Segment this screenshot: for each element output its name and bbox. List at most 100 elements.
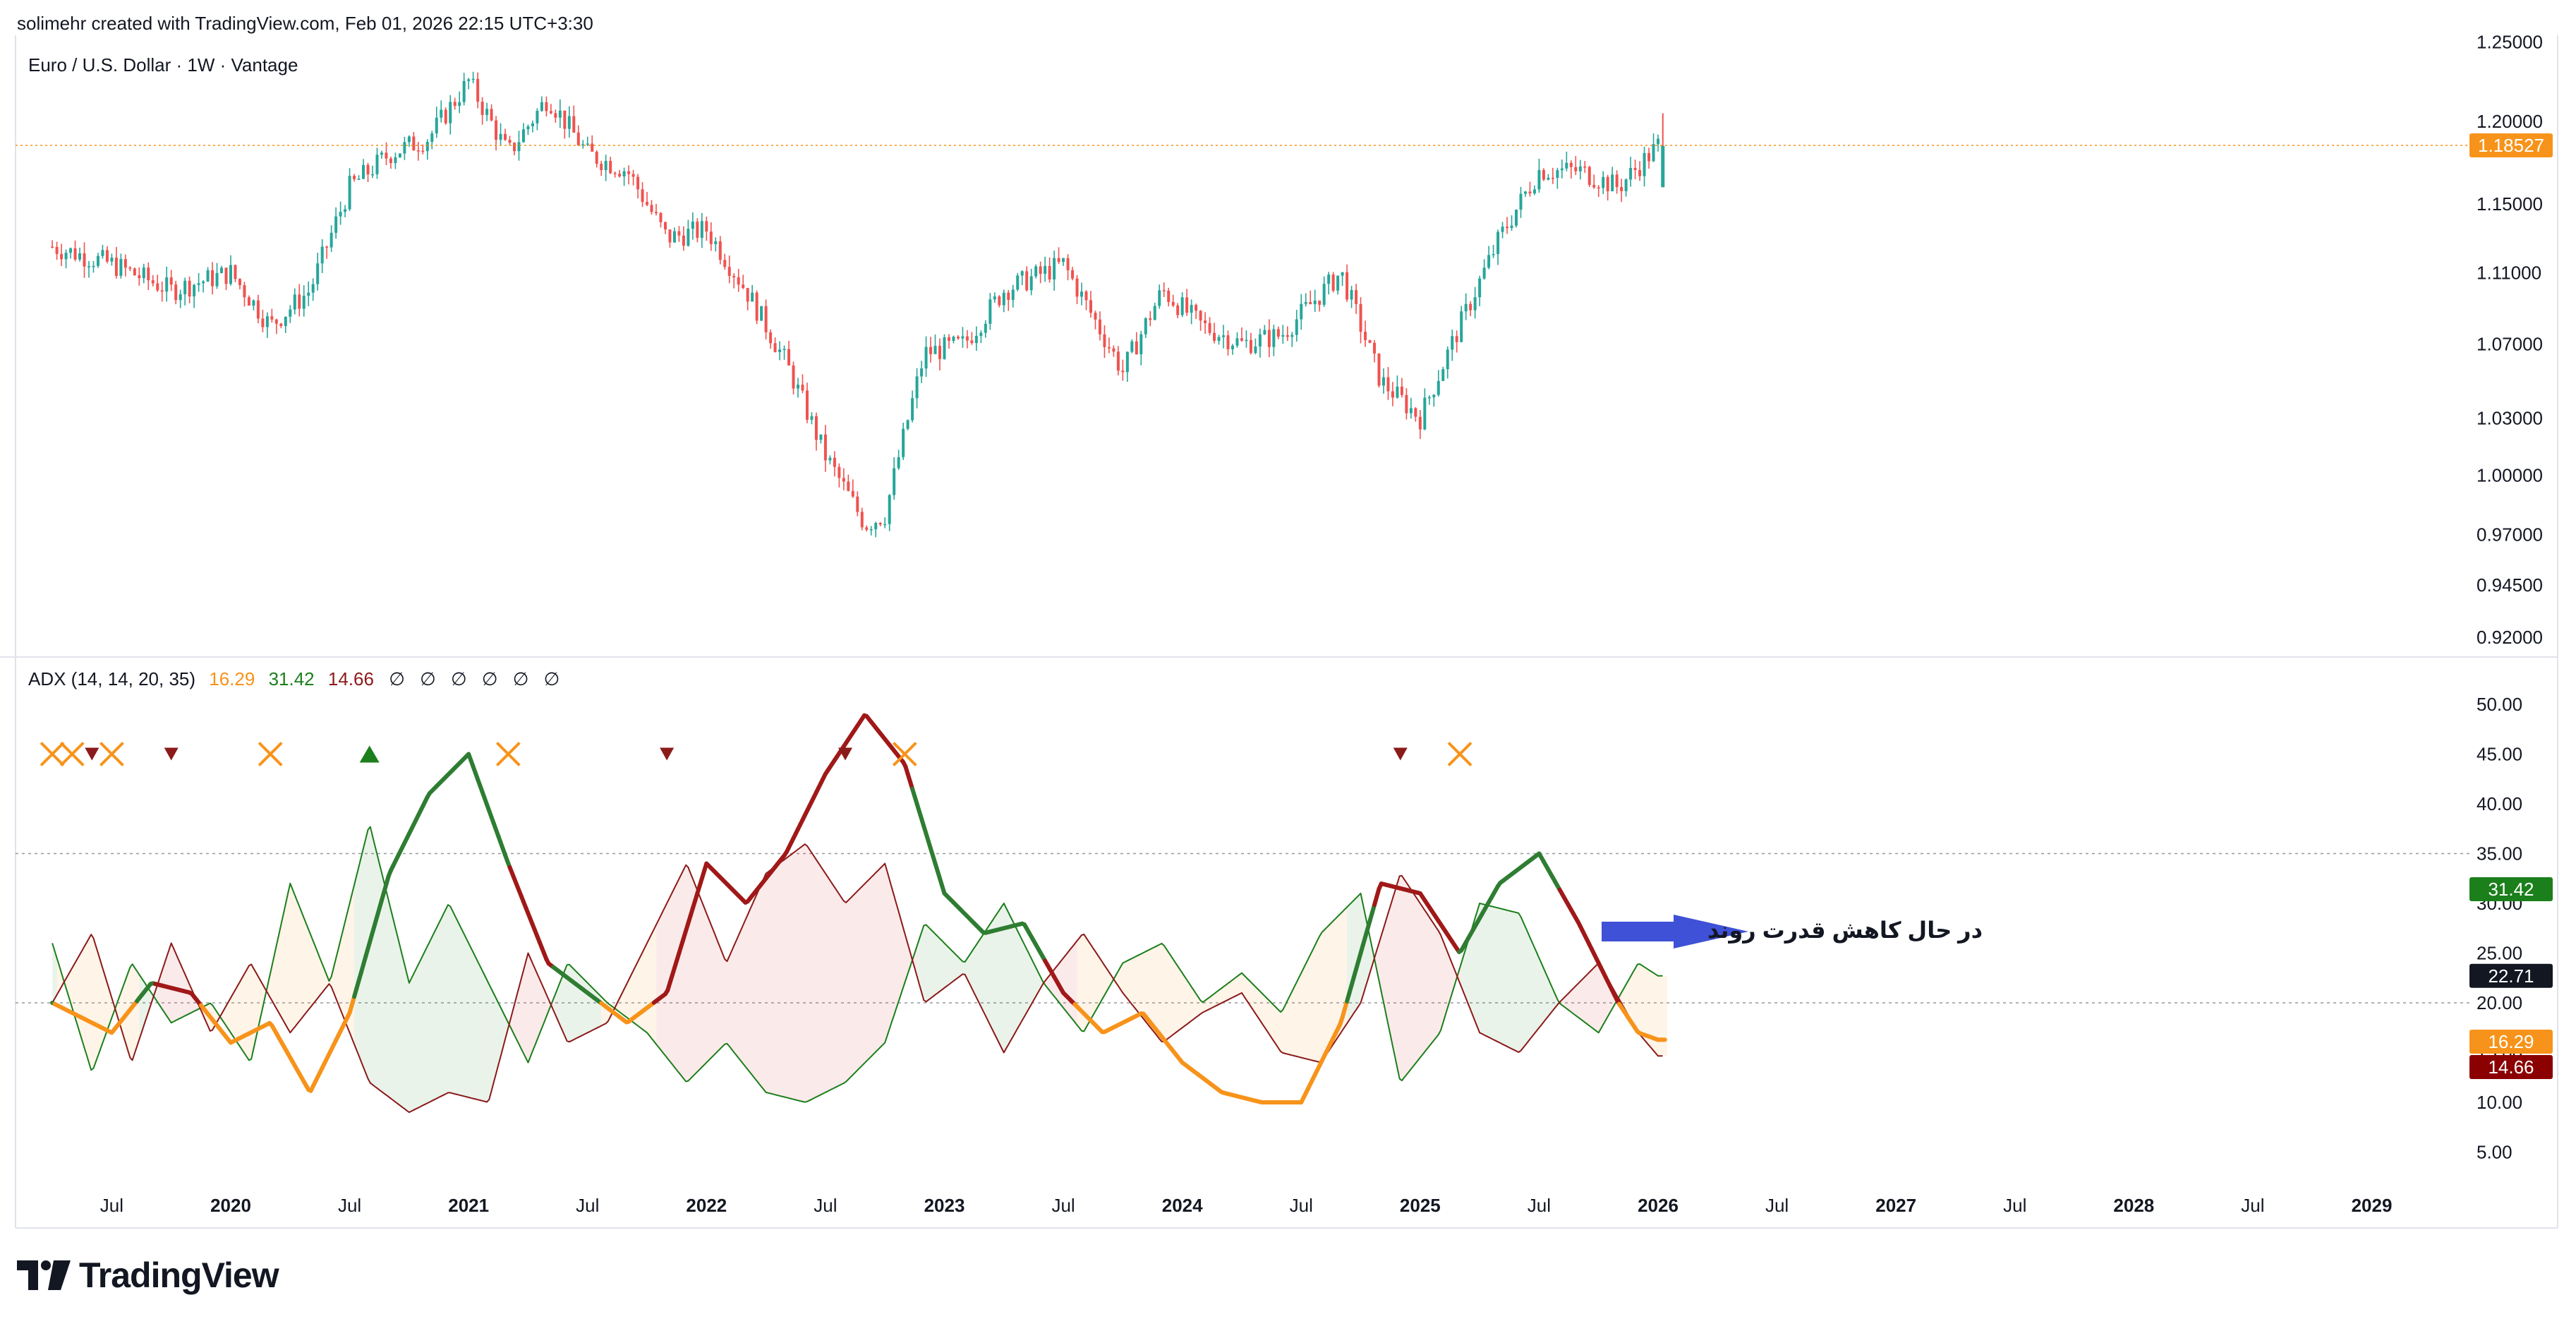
candle-body xyxy=(984,323,987,333)
candle-body xyxy=(837,466,841,478)
di-band xyxy=(752,893,757,1081)
di-band xyxy=(1141,951,1146,1022)
di-band xyxy=(1520,916,1525,1051)
candle-body xyxy=(1290,335,1294,337)
time-tick-label: 2028 xyxy=(2113,1195,2154,1216)
adx-legend-adx: 16.29 xyxy=(209,668,255,689)
candle-body xyxy=(169,277,173,285)
di-band xyxy=(222,1006,226,1026)
candle-body xyxy=(60,253,64,260)
di-band xyxy=(1314,936,1320,1063)
candle-body xyxy=(1647,152,1651,162)
candle-body xyxy=(151,280,155,284)
candle-body xyxy=(797,384,800,389)
adx-badge-2-label: 16.29 xyxy=(2488,1031,2534,1052)
candle-body xyxy=(943,337,946,359)
di-band xyxy=(244,965,249,1061)
candle-body xyxy=(668,229,672,243)
candle-body xyxy=(1565,162,1568,169)
di-band xyxy=(683,867,689,1081)
di-band xyxy=(523,953,528,1063)
candle-body xyxy=(69,248,73,253)
candle-body xyxy=(247,297,250,306)
candle-body xyxy=(476,78,480,102)
candle-body xyxy=(1222,335,1226,337)
candle-body xyxy=(138,275,141,279)
candle-body xyxy=(631,174,635,177)
candle-body xyxy=(1144,318,1147,335)
adx-legend-empty-4: ∅ xyxy=(482,668,498,689)
di-band xyxy=(102,968,107,1043)
candle-body xyxy=(188,280,191,297)
candle-body xyxy=(1153,306,1156,320)
di-band xyxy=(660,906,665,1056)
di-band xyxy=(459,924,464,1097)
candle-body xyxy=(229,265,232,284)
candle-body xyxy=(1478,278,1482,298)
di-band xyxy=(780,860,785,1097)
candle-body xyxy=(778,349,782,352)
candle-body xyxy=(1034,266,1038,277)
candle-body xyxy=(467,79,471,81)
candle-body xyxy=(265,316,269,327)
candle-body xyxy=(238,279,241,286)
candle-body xyxy=(1300,303,1303,320)
adx-legend-empty-3: ∅ xyxy=(451,668,467,689)
di-band xyxy=(1274,1005,1278,1048)
di-band xyxy=(1507,910,1512,1049)
di-band xyxy=(1104,965,1109,996)
di-band xyxy=(1136,953,1142,1016)
di-band xyxy=(1653,972,1658,1056)
candle-body xyxy=(179,294,182,301)
di-band xyxy=(1283,1000,1288,1054)
candle-body xyxy=(495,120,498,140)
di-band xyxy=(885,863,890,1043)
di-band xyxy=(889,879,895,1029)
time-tick-label: 2027 xyxy=(1875,1195,1916,1216)
candle-body xyxy=(298,294,301,309)
di-band xyxy=(1003,903,1009,1053)
di-band xyxy=(1585,972,1590,1026)
candle-body xyxy=(252,300,255,306)
di-band xyxy=(1502,909,1508,1047)
di-band xyxy=(866,877,871,1061)
candle-body xyxy=(792,365,795,389)
di-band xyxy=(793,849,799,1101)
candle-body xyxy=(110,258,114,262)
di-band xyxy=(386,891,391,1099)
candle-body xyxy=(1368,339,1372,343)
candle-body xyxy=(773,343,777,352)
candle-body xyxy=(622,171,626,176)
di-band xyxy=(231,989,236,1040)
tradingview-logo[interactable]: TradingView xyxy=(17,1253,279,1298)
di-band xyxy=(1598,963,1604,1033)
di-band xyxy=(821,866,826,1095)
di-band xyxy=(373,836,377,1088)
di-band xyxy=(308,929,313,1010)
candle-body xyxy=(851,490,854,497)
candle-body xyxy=(1044,265,1047,275)
di-band xyxy=(1296,972,1302,1058)
candle-body xyxy=(458,102,461,107)
candle-body xyxy=(1437,380,1440,395)
time-tick-label: 2024 xyxy=(1162,1195,1203,1216)
di-band xyxy=(935,934,941,995)
di-band xyxy=(1324,925,1329,1059)
candle-body xyxy=(961,336,965,339)
di-band xyxy=(710,924,716,1059)
di-band xyxy=(789,853,794,1100)
candle-body xyxy=(1336,275,1340,291)
candle-body xyxy=(1446,349,1449,370)
candle-body xyxy=(1569,162,1573,167)
price-tick-label: 1.03000 xyxy=(2477,407,2543,428)
candle-body xyxy=(677,231,681,236)
candle-body xyxy=(147,267,150,281)
di-band xyxy=(1525,927,1530,1045)
di-band xyxy=(1182,972,1187,1028)
di-band xyxy=(802,845,807,1102)
candle-body xyxy=(1066,258,1070,270)
candle-body xyxy=(160,290,164,292)
di-band xyxy=(852,891,858,1075)
last-candle-body xyxy=(1661,145,1665,188)
